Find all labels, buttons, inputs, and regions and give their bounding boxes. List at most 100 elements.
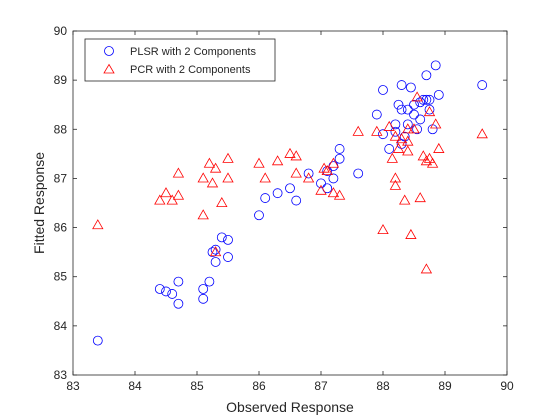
data-point-triangle xyxy=(405,228,417,239)
data-point-circle xyxy=(409,109,419,120)
x-tick-label: 84 xyxy=(128,379,142,393)
data-point-triangle xyxy=(423,152,436,163)
axes-box xyxy=(72,30,508,376)
data-point-triangle xyxy=(271,155,284,166)
y-tick-label: 89 xyxy=(54,73,68,87)
legend-label-plsr: PLSR with 2 Components xyxy=(130,46,256,58)
data-point-circle xyxy=(260,193,271,203)
data-point-triangle xyxy=(430,118,442,129)
data-point-triangle xyxy=(203,157,216,168)
data-point-triangle xyxy=(389,172,402,183)
data-series-layer xyxy=(92,60,488,346)
data-point-triangle xyxy=(166,194,178,205)
data-point-triangle xyxy=(333,189,346,200)
data-point-triangle xyxy=(414,192,426,203)
data-point-triangle xyxy=(417,150,429,161)
data-point-triangle xyxy=(209,162,222,173)
data-point-triangle xyxy=(408,123,420,134)
data-point-circle xyxy=(285,183,295,194)
data-point-triangle xyxy=(389,179,402,190)
legend: PLSR with 2 Components PCR with 2 Compon… xyxy=(84,38,276,82)
data-point-circle xyxy=(254,210,264,221)
data-point-circle xyxy=(210,257,221,267)
x-tick-label: 90 xyxy=(500,379,514,393)
data-point-triangle xyxy=(216,196,228,208)
data-point-triangle xyxy=(318,162,330,173)
data-point-circle xyxy=(378,129,388,140)
data-point-circle xyxy=(353,168,364,179)
data-point-triangle xyxy=(290,167,302,178)
x-tick-label: 87 xyxy=(314,379,328,393)
data-point-circle xyxy=(223,234,233,245)
data-point-circle xyxy=(405,82,416,93)
data-point-circle xyxy=(396,104,407,115)
data-point-circle xyxy=(198,293,209,304)
data-point-triangle xyxy=(172,167,185,178)
data-point-triangle xyxy=(315,184,327,195)
ticks-layer: 83 84 85 86 87 88 89 90 83 84 85 86 87 88 89 90 xyxy=(54,24,514,393)
axes-background xyxy=(73,31,507,375)
data-point-circle xyxy=(415,114,426,125)
data-point-triangle xyxy=(392,142,405,153)
data-point-triangle xyxy=(253,157,265,168)
data-point-triangle xyxy=(433,142,445,153)
data-point-circle xyxy=(412,124,423,135)
y-tick-label: 84 xyxy=(54,319,68,333)
x-tick-label: 86 xyxy=(252,379,266,393)
data-point-triangle xyxy=(476,128,488,139)
data-point-circle xyxy=(291,195,302,206)
data-point-triangle xyxy=(420,155,433,166)
data-point-circle xyxy=(272,188,283,199)
data-point-triangle xyxy=(327,187,340,198)
data-point-triangle xyxy=(411,91,423,102)
data-point-triangle xyxy=(389,130,402,141)
data-point-circle xyxy=(424,104,435,115)
y-tick-label: 83 xyxy=(54,368,68,382)
data-point-triangle xyxy=(206,177,219,188)
data-point-triangle xyxy=(402,135,414,146)
data-point-triangle xyxy=(395,133,408,144)
data-point-circle xyxy=(210,244,221,255)
data-point-triangle xyxy=(222,152,234,163)
data-point-triangle xyxy=(290,150,302,161)
data-point-circle xyxy=(207,247,218,258)
series-circle-markers xyxy=(92,60,488,346)
y-tick-label: 87 xyxy=(54,171,68,185)
legend-triangle-marker xyxy=(103,63,115,74)
data-point-triangle xyxy=(92,219,104,230)
data-point-triangle xyxy=(377,224,389,235)
data-point-circle xyxy=(396,80,407,90)
data-point-circle xyxy=(173,298,184,309)
data-point-circle xyxy=(334,153,345,164)
data-point-triangle xyxy=(402,123,414,134)
data-point-circle xyxy=(204,276,215,287)
data-point-triangle xyxy=(154,194,166,205)
data-point-circle xyxy=(430,60,441,71)
data-point-circle xyxy=(334,144,345,154)
data-point-circle xyxy=(303,168,314,179)
x-tick-label: 83 xyxy=(66,379,80,393)
x-tick-label: 89 xyxy=(438,379,452,393)
data-point-triangle xyxy=(197,209,209,220)
data-point-circle xyxy=(402,104,413,115)
x-axis-title: Observed Response xyxy=(226,399,354,415)
data-point-triangle xyxy=(423,106,436,117)
data-point-circle xyxy=(378,85,388,95)
data-point-triangle xyxy=(402,145,414,156)
data-point-circle xyxy=(402,119,413,130)
data-point-circle xyxy=(173,276,184,287)
data-point-triangle xyxy=(386,152,398,163)
series-triangle-markers xyxy=(92,91,488,274)
y-tick-label: 86 xyxy=(54,221,68,235)
data-point-triangle xyxy=(197,172,209,183)
y-tick-label: 90 xyxy=(54,24,68,38)
data-point-circle xyxy=(216,232,227,243)
data-point-circle xyxy=(421,70,432,81)
data-point-triangle xyxy=(284,147,296,158)
data-point-circle xyxy=(154,284,165,294)
y-axis-title: Fitted Response xyxy=(31,152,47,254)
data-point-circle xyxy=(161,286,171,297)
data-point-circle xyxy=(409,99,419,110)
